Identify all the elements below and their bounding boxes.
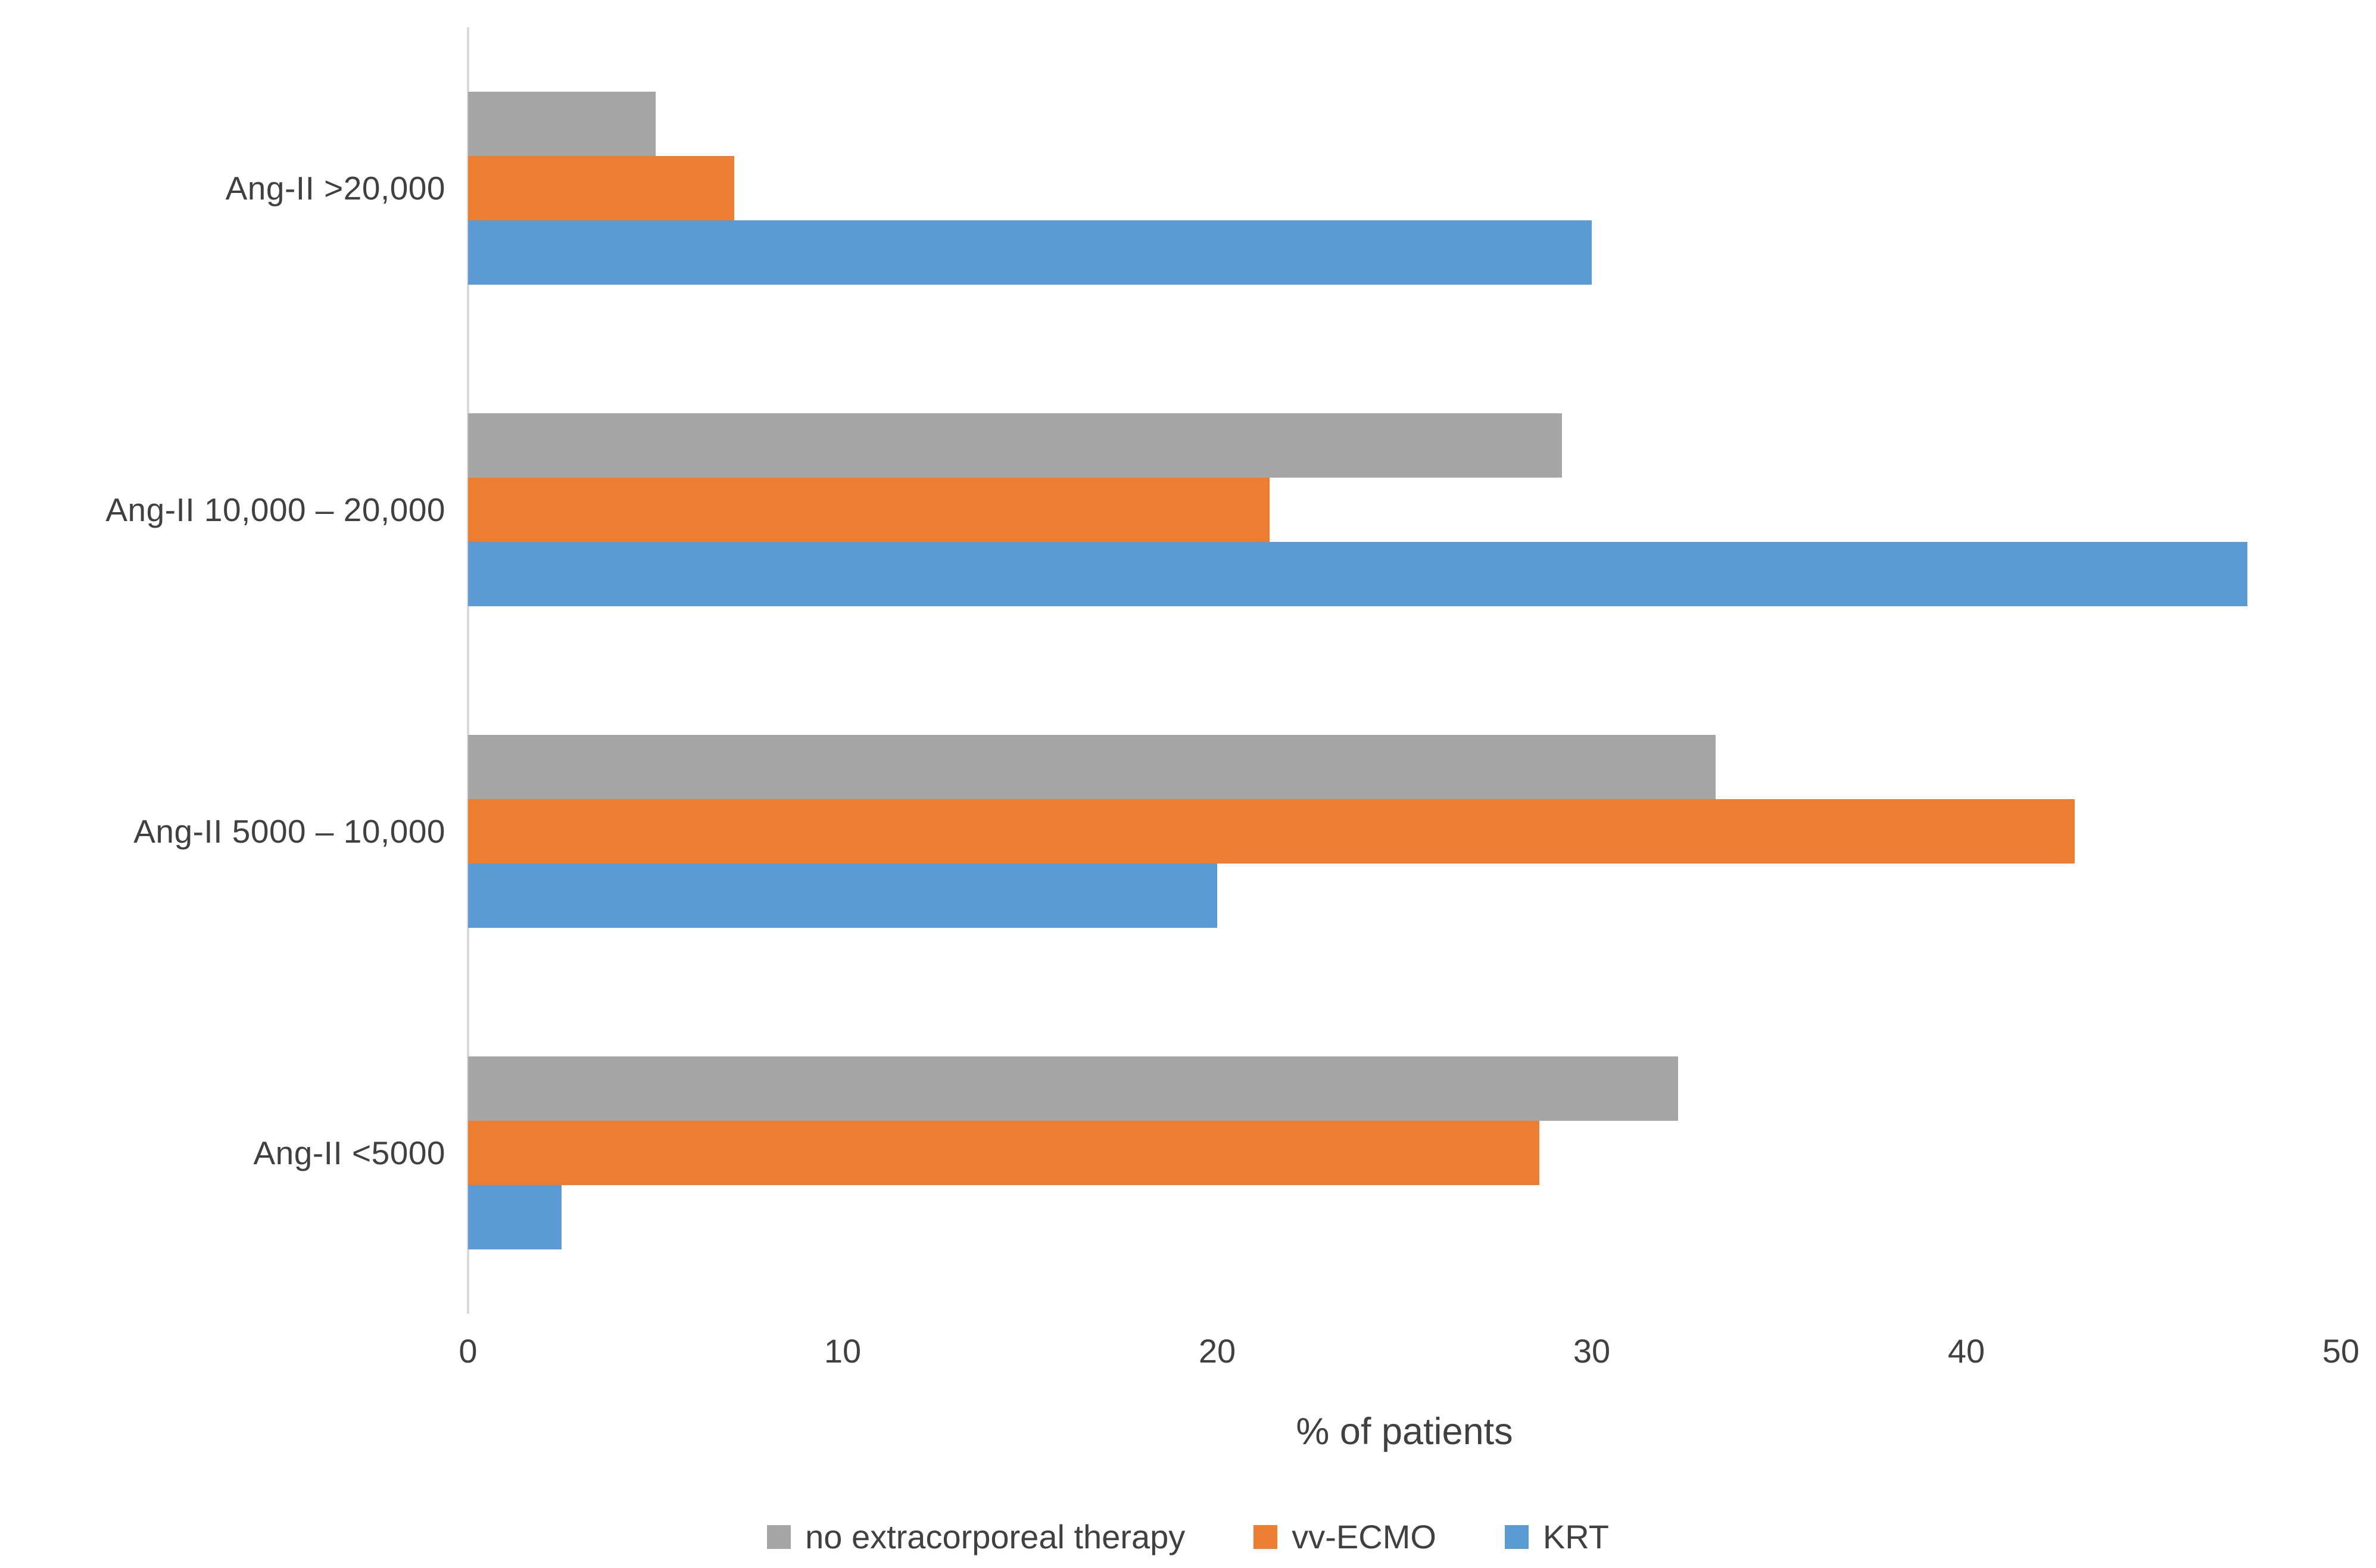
bar-no-extracorporeal-therapy-ang-ii-20-000 <box>468 92 656 156</box>
bar-group-ang-ii-20-000 <box>468 27 2341 349</box>
bar-vv-ecmo-ang-ii-20-000 <box>468 156 734 220</box>
x-axis-tick-label-20: 20 <box>1198 1332 1236 1370</box>
legend-item-vv-ecmo: vv-ECMO <box>1254 1517 1436 1556</box>
bar-no-extracorporeal-therapy-ang-ii-5000 <box>468 1056 1678 1121</box>
bar-group-ang-ii-5000 <box>468 992 2341 1314</box>
bar-no-extracorporeal-therapy-ang-ii-5000-10-000 <box>468 735 1716 799</box>
x-axis-title: % of patients <box>1296 1411 1513 1452</box>
x-axis-tick-label-30: 30 <box>1573 1332 1611 1370</box>
bar-vv-ecmo-ang-ii-5000-10-000 <box>468 799 2075 864</box>
legend-swatch-vv-ecmo <box>1254 1525 1278 1549</box>
bar-no-extracorporeal-therapy-ang-ii-10-000-20-000 <box>468 413 1562 478</box>
legend-label-krt: KRT <box>1542 1518 1609 1555</box>
category-axis-labels: Ang-II >20,000 Ang-II 10,000 – 20,000 Ang-… <box>0 27 445 1314</box>
category-label-ang-ii-5000-10-000: Ang-II 5000 – 10,000 <box>133 813 445 850</box>
x-axis-tick-label-40: 40 <box>1947 1332 1985 1370</box>
legend-item-no-extracorporeal-therapy: no extracorporeal therapy <box>767 1517 1185 1556</box>
bar-group-ang-ii-10-000-20-000 <box>468 349 2341 671</box>
category-label-ang-ii-10-000-20-000: Ang-II 10,000 – 20,000 <box>105 491 445 528</box>
legend-swatch-krt <box>1504 1525 1529 1549</box>
category-axis-line <box>467 27 469 1314</box>
bar-krt-ang-ii-5000 <box>468 1185 562 1249</box>
x-axis-tick-label-0: 0 <box>459 1332 478 1370</box>
bar-krt-ang-ii-10-000-20-000 <box>468 542 2247 606</box>
bar-krt-ang-ii-20-000 <box>468 220 1592 285</box>
category-label-ang-ii-5000: Ang-II <5000 <box>253 1134 445 1171</box>
bar-vv-ecmo-ang-ii-10-000-20-000 <box>468 478 1270 542</box>
legend: no extracorporeal therapy vv-ECMO KRT <box>0 1517 2376 1556</box>
bar-group-ang-ii-5000-10-000 <box>468 671 2341 992</box>
x-axis-tick-label-10: 10 <box>824 1332 862 1370</box>
category-label-ang-ii-20-000: Ang-II >20,000 <box>225 170 445 207</box>
legend-label-no-extracorporeal-therapy: no extracorporeal therapy <box>805 1518 1186 1555</box>
bar-vv-ecmo-ang-ii-5000 <box>468 1121 1539 1185</box>
plot-area <box>468 27 2341 1314</box>
bar-krt-ang-ii-5000-10-000 <box>468 864 1217 928</box>
legend-swatch-no-extracorporeal-therapy <box>767 1525 791 1549</box>
legend-item-krt: KRT <box>1504 1517 1609 1556</box>
x-axis-tick-label-50: 50 <box>2322 1332 2360 1370</box>
legend-label-vv-ecmo: vv-ECMO <box>1292 1518 1436 1555</box>
